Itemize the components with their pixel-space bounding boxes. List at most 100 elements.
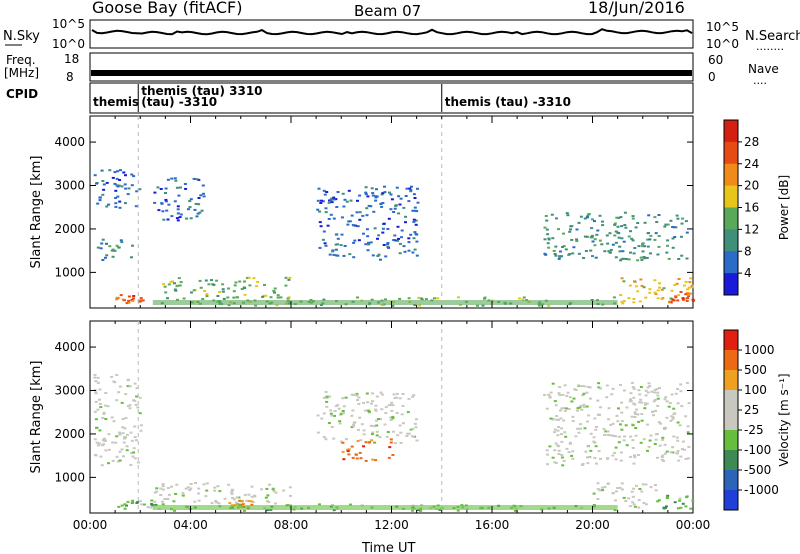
power-data-cell: [364, 193, 368, 196]
velocity-data-cell: [646, 423, 649, 426]
velocity-data-cell: [341, 450, 345, 453]
velocity-data-cell: [101, 439, 105, 441]
velocity-data-cell: [649, 434, 653, 437]
velocity-data-cell: [644, 394, 648, 397]
power-data-cell: [347, 189, 351, 192]
power-data-cell: [203, 290, 207, 292]
power-data-cell: [102, 183, 106, 186]
velocity-data-cell: [237, 503, 241, 506]
power-data-cell: [183, 183, 187, 185]
power-data-cell: [397, 212, 401, 215]
velocity-data-cell: [661, 438, 665, 441]
velocity-data-cell: [213, 486, 217, 489]
power-data-cell: [411, 209, 415, 212]
power-data-cell: [348, 253, 352, 256]
velocity-data-cell: [129, 463, 133, 466]
power-data-cell: [100, 242, 104, 245]
power-data-cell: [413, 209, 417, 212]
power-data-cell: [101, 238, 105, 241]
colorbar-tick-label: 100: [744, 383, 767, 397]
velocity-data-cell: [551, 417, 555, 420]
velocity-data-cell: [123, 507, 127, 510]
cpid-entry: (tau) -3310: [141, 95, 217, 109]
velocity-data-cell: [543, 393, 547, 396]
power-data-cell: [243, 280, 246, 283]
power-data-cell: [436, 297, 440, 300]
power-data-cell: [613, 222, 617, 225]
power-data-cell: [371, 194, 375, 197]
velocity-data-cell: [163, 498, 167, 500]
velocity-data-cell: [564, 435, 568, 438]
velocity-data-cell: [384, 412, 388, 414]
power-data-cell: [655, 221, 659, 223]
velocity-data-cell: [655, 456, 659, 459]
velocity-data-cell: [131, 499, 135, 502]
velocity-data-cell: [628, 505, 632, 508]
power-data-cell: [262, 294, 266, 297]
velocity-data-cell: [339, 412, 343, 415]
velocity-data-cell: [571, 420, 575, 422]
power-data-cell: [116, 185, 120, 188]
velocity-data-cell: [210, 502, 214, 505]
velocity-data-cell: [672, 435, 676, 438]
velocity-data-cell: [370, 439, 374, 442]
velocity-data-cell: [674, 392, 678, 395]
power-data-cell: [654, 232, 658, 235]
velocity-data-cell: [630, 415, 634, 418]
power-data-cell: [605, 234, 609, 237]
velocity-data-cell: [126, 500, 130, 503]
power-data-cell: [643, 221, 647, 224]
velocity-data-cell: [564, 407, 568, 410]
velocity-data-cell: [622, 389, 626, 392]
velocity-data-cell: [110, 416, 114, 419]
velocity-data-cell: [360, 423, 364, 426]
velocity-data-cell: [633, 456, 637, 459]
velocity-data-cell: [632, 387, 636, 390]
velocity-data-cell: [99, 455, 103, 458]
power-data-cell: [630, 237, 634, 240]
velocity-data-cell: [139, 429, 143, 432]
velocity-data-cell: [102, 411, 106, 414]
velocity-data-cell: [249, 500, 253, 503]
power-data-cell: [104, 256, 107, 259]
velocity-data-cell: [653, 398, 657, 401]
power-data-cell: [117, 246, 121, 249]
power-data-cell: [325, 191, 329, 193]
velocity-data-cell: [131, 501, 135, 504]
power-data-cell: [167, 283, 171, 286]
power-data-cell: [245, 276, 249, 279]
power-data-cell: [418, 304, 422, 307]
velocity-data-cell: [670, 393, 674, 396]
velocity-data-cell: [181, 494, 185, 497]
velocity-data-cell: [561, 393, 565, 396]
power-data-cell: [179, 186, 182, 189]
power-data-cell: [188, 206, 192, 209]
velocity-data-cell: [620, 420, 624, 423]
power-data-cell: [603, 250, 607, 253]
velocity-data-cell: [132, 447, 136, 450]
velocity-data-cell: [640, 419, 644, 422]
velocity-data-cell: [614, 499, 617, 502]
velocity-data-cell: [344, 438, 348, 441]
velocity-data-cell: [620, 411, 624, 414]
power-data-cell: [616, 225, 620, 228]
velocity-data-cell: [625, 444, 629, 447]
cpid-entry: themis (tau) 3310: [141, 84, 262, 98]
velocity-data-cell: [597, 382, 601, 385]
power-data-cell: [373, 227, 377, 230]
velocity-data-cell: [568, 396, 572, 399]
velocity-data-cell: [126, 405, 130, 408]
power-data-cell: [619, 294, 623, 296]
power-data-cell: [686, 297, 690, 300]
power-data-cell: [619, 216, 623, 219]
velocity-data-cell: [656, 397, 660, 400]
power-data-cell: [114, 205, 118, 208]
velocity-data-cell: [333, 414, 336, 417]
power-data-cell: [591, 240, 595, 243]
freq-tick-top: 18: [64, 52, 79, 66]
velocity-data-cell: [582, 403, 586, 406]
power-data-cell: [234, 281, 238, 284]
velocity-data-cell: [383, 423, 387, 426]
velocity-data-cell: [653, 443, 657, 445]
velocity-data-cell: [662, 506, 666, 509]
